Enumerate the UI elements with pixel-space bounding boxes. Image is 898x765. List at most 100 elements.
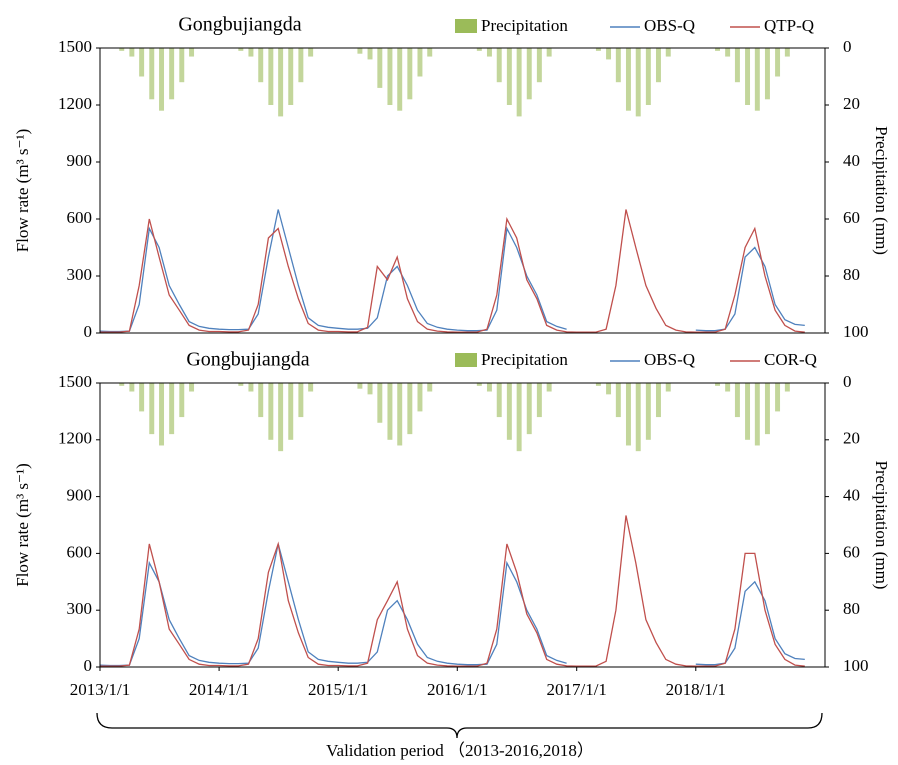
precip-bar	[546, 48, 552, 57]
precip-bar	[308, 383, 314, 392]
precip-bar	[149, 48, 155, 100]
precip-bar	[189, 48, 195, 57]
y-tick-label: 300	[67, 599, 93, 618]
precip-bar	[526, 48, 532, 100]
precip-bar	[427, 48, 433, 57]
y-tick-label: 300	[67, 265, 93, 284]
y-tick-label: 0	[84, 656, 93, 675]
precip-bar	[189, 383, 195, 392]
precip-bar	[377, 383, 383, 423]
precip-bar	[298, 48, 304, 83]
precip-bar	[248, 48, 254, 57]
precip-bar	[139, 383, 145, 412]
x-tick-label: 2015/1/1	[308, 680, 368, 699]
x-tick-label: 2018/1/1	[666, 680, 726, 699]
precip-bar	[238, 48, 244, 51]
legend-label: QTP-Q	[764, 16, 814, 35]
precip-bar	[476, 383, 482, 386]
y-tick-label: 600	[67, 208, 93, 227]
precip-bar	[734, 383, 740, 418]
precip-bar	[536, 48, 542, 83]
y2-tick-label: 0	[843, 37, 852, 56]
chart-title: Gongbujiangda	[186, 349, 309, 371]
precip-bar	[258, 383, 264, 418]
y2-tick-label: 20	[843, 429, 860, 448]
precip-bar	[417, 48, 423, 77]
x-tick-label: 2014/1/1	[189, 680, 249, 699]
precip-bar	[119, 48, 125, 51]
precip-bar	[496, 48, 502, 83]
precip-bar	[486, 383, 492, 392]
precip-bar	[715, 48, 721, 51]
y-tick-label: 0	[84, 322, 93, 341]
precip-bar	[179, 48, 185, 83]
precip-bar	[764, 383, 770, 435]
precip-bar	[754, 48, 760, 111]
flow-line	[100, 209, 805, 333]
plot-frame	[99, 47, 826, 334]
precip-bar	[417, 383, 423, 412]
y-tick-label: 1200	[58, 94, 92, 113]
chart-title: Gongbujiangda	[178, 14, 301, 36]
precip-bar	[625, 383, 631, 446]
y-tick-label: 1500	[58, 37, 92, 56]
precip-bar	[645, 48, 651, 105]
x-tick-label: 2016/1/1	[427, 680, 487, 699]
precip-bar	[546, 383, 552, 392]
precip-bar	[298, 383, 304, 418]
y2-axis-label: Precipitation (mm)	[872, 126, 891, 255]
precip-bar	[357, 48, 363, 54]
precip-bar	[159, 48, 165, 111]
y2-axis-label: Precipitation (mm)	[872, 461, 891, 590]
precip-bar	[119, 383, 125, 386]
precip-bar	[725, 383, 731, 392]
precip-bar	[606, 383, 612, 395]
flow-line	[99, 543, 805, 667]
precip-bar	[407, 48, 413, 100]
precip-bar	[169, 48, 175, 100]
precip-bar	[367, 383, 373, 395]
precip-bar	[387, 383, 393, 440]
legend-label: Precipitation	[481, 350, 568, 369]
precip-bar	[129, 383, 135, 392]
y2-tick-label: 80	[843, 599, 860, 618]
precip-bar	[397, 383, 403, 446]
plot-frame	[99, 382, 826, 668]
precip-bar	[595, 48, 601, 51]
precip-bar	[129, 48, 135, 57]
precip-bar	[754, 383, 760, 446]
precip-bar	[516, 383, 522, 452]
legend-swatch	[455, 19, 477, 33]
precip-bar	[278, 48, 284, 117]
precip-bar	[645, 383, 651, 440]
y2-tick-label: 60	[843, 542, 860, 561]
y2-tick-label: 40	[843, 151, 860, 170]
y2-tick-label: 100	[843, 322, 869, 341]
y-tick-label: 1200	[58, 429, 92, 448]
precip-bar	[407, 383, 413, 435]
precip-bar	[784, 48, 790, 57]
flow-line	[99, 209, 805, 333]
precip-bar	[635, 383, 641, 452]
precip-bar	[595, 383, 601, 386]
precip-bar	[496, 383, 502, 418]
precip-bar	[486, 48, 492, 57]
y2-tick-label: 0	[843, 372, 852, 391]
y2-tick-label: 40	[843, 486, 860, 505]
precip-bar	[397, 48, 403, 111]
precip-bar	[149, 383, 155, 435]
precip-bar	[725, 48, 731, 57]
precip-bar	[655, 383, 661, 418]
precip-bar	[615, 48, 621, 83]
precip-bar	[387, 48, 393, 105]
precip-bar	[367, 48, 373, 60]
precip-bar	[238, 383, 244, 386]
y2-tick-label: 20	[843, 94, 860, 113]
precip-bar	[278, 383, 284, 452]
precip-bar	[655, 48, 661, 83]
precip-bar	[536, 383, 542, 418]
precip-bar	[665, 383, 671, 392]
legend-label: OBS-Q	[644, 16, 695, 35]
precip-bar	[268, 383, 274, 440]
